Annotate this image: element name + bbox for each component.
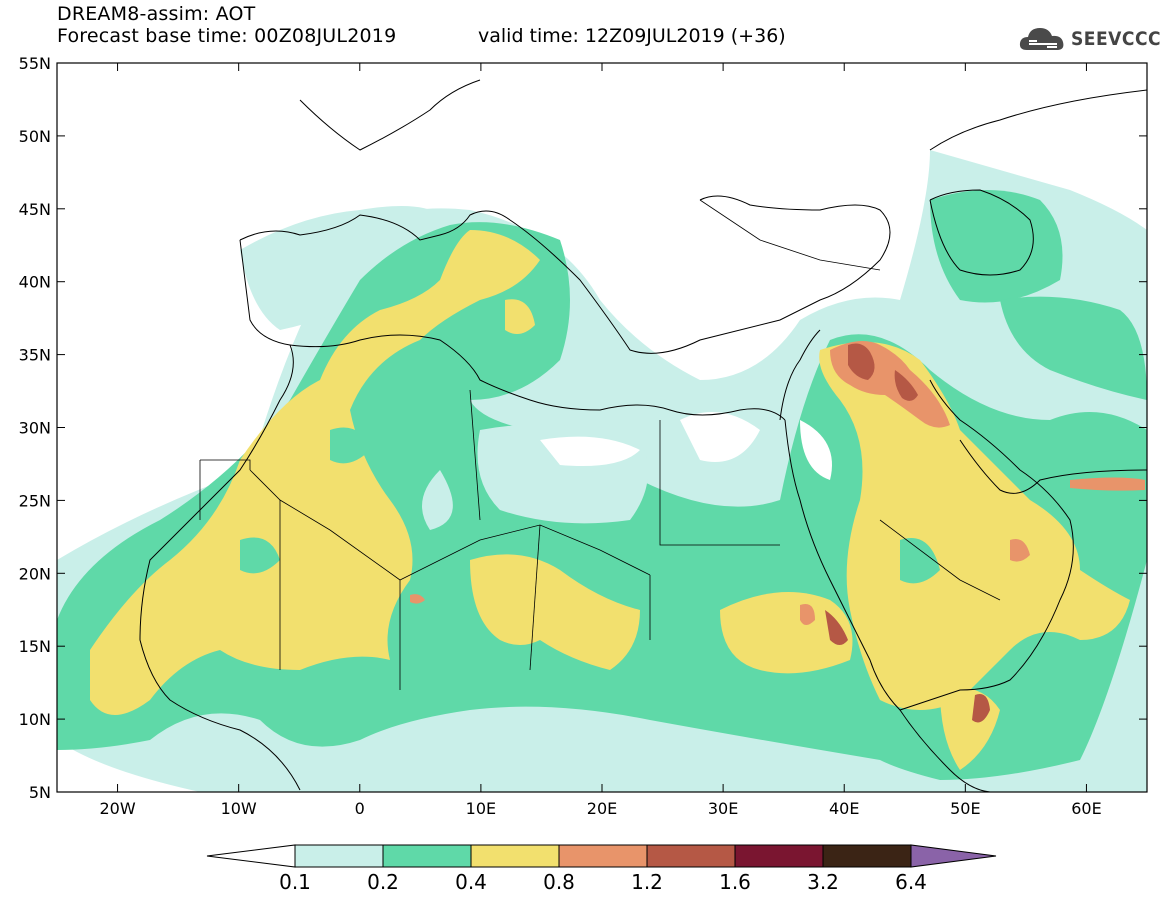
longitude-axis: 20W 10W 0 10E 20E 30E 40E 50E 60E xyxy=(99,63,1102,818)
lat-tick-label: 55N xyxy=(19,54,51,73)
lat-tick-label: 35N xyxy=(19,346,51,365)
seevccc-logo: SEEVCCC xyxy=(1017,22,1161,58)
colorbar-label: 1.6 xyxy=(719,870,751,894)
country-borders xyxy=(199,199,1001,690)
colorbar-swatch xyxy=(294,844,384,868)
aot-contour-1.2 xyxy=(848,343,875,380)
cloud-icon xyxy=(1019,28,1064,50)
colorbar-label: 6.4 xyxy=(895,870,927,894)
lat-tick-label: 40N xyxy=(19,273,51,292)
lat-tick-label: 50N xyxy=(19,127,51,146)
coastlines xyxy=(139,79,1147,792)
colorbar xyxy=(206,844,997,868)
colorbar-label: 0.1 xyxy=(279,870,311,894)
lat-tick-label: 5N xyxy=(29,783,51,802)
lon-tick-label: 40E xyxy=(829,799,859,818)
lon-tick-label: 10W xyxy=(221,799,257,818)
lat-tick-label: 15N xyxy=(19,637,51,656)
lon-tick-label: 50E xyxy=(950,799,980,818)
aot-contour-0.4-arabia xyxy=(819,342,1130,710)
lon-tick-label: 10E xyxy=(466,799,496,818)
colorbar-label: 3.2 xyxy=(807,870,839,894)
aot-contour-0.1 xyxy=(57,150,1147,792)
valid-time: valid time: 12Z09JUL2019 (+36) xyxy=(478,25,786,47)
lat-tick-label: 10N xyxy=(19,710,51,729)
lon-tick-label: 20E xyxy=(587,799,617,818)
colorbar-label: 1.2 xyxy=(631,870,663,894)
aot-contour-0.2 xyxy=(57,222,1147,781)
colorbar-swatch xyxy=(470,844,560,868)
lat-tick-label: 20N xyxy=(19,564,51,583)
lon-tick-label: 60E xyxy=(1071,799,1101,818)
colorbar-under-triangle xyxy=(206,844,296,868)
plot-frame xyxy=(56,62,1148,793)
colorbar-swatch xyxy=(822,844,912,868)
logo-text: SEEVCCC xyxy=(1071,28,1162,50)
colorbar-swatch xyxy=(646,844,736,868)
map-title: DREAM8-assim: AOT xyxy=(57,3,256,25)
forecast-base-time: Forecast base time: 00Z08JUL2019 xyxy=(57,25,397,47)
colorbar-swatch xyxy=(382,844,472,868)
lat-tick-label: 25N xyxy=(19,491,51,510)
colorbar-over-triangle xyxy=(910,844,997,868)
lon-tick-label: 20W xyxy=(99,799,135,818)
aot-contour-0.8 xyxy=(830,341,950,428)
colorbar-swatch xyxy=(734,844,824,868)
lon-tick-label: 30E xyxy=(708,799,738,818)
lon-tick-label: 0 xyxy=(355,799,365,818)
latitude-axis: 55N 50N 45N 40N 35N 30N 25N 20N 15N 10N 5N xyxy=(19,54,1147,802)
colorbar-label: 0.8 xyxy=(543,870,575,894)
aot-field xyxy=(57,63,1147,792)
lat-tick-label: 45N xyxy=(19,200,51,219)
colorbar-label: 0.4 xyxy=(455,870,487,894)
aot-contour-0.4 xyxy=(90,230,540,715)
colorbar-swatch xyxy=(558,844,648,868)
lat-tick-label: 30N xyxy=(19,419,51,438)
colorbar-label: 0.2 xyxy=(367,870,399,894)
